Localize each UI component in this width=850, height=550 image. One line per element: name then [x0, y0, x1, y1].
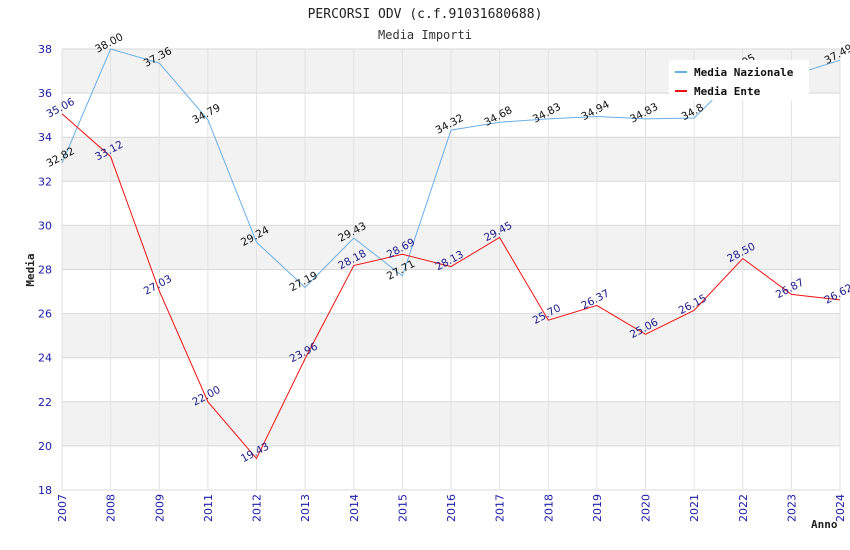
grid-lines	[61, 48, 841, 491]
y-axis-label: Media	[24, 253, 37, 286]
x-tick-label: 2023	[785, 494, 798, 522]
x-tick-label: 2022	[737, 494, 750, 522]
data-label: 34.68	[482, 104, 514, 129]
y-tick-label: 38	[38, 43, 52, 56]
x-tick-label: 2024	[834, 494, 847, 522]
chart-title: PERCORSI ODV (c.f.91031680688)	[308, 7, 543, 22]
y-tick-label: 26	[38, 308, 52, 321]
series-line	[61, 48, 841, 289]
legend: Media Nazionale Media Ente	[669, 60, 809, 100]
x-tick-label: 2009	[153, 494, 166, 522]
y-tick-label: 32	[38, 175, 52, 188]
data-label: 26.62	[823, 282, 850, 307]
x-axis-label: Anno	[811, 518, 838, 531]
y-tick-label: 20	[38, 440, 52, 453]
x-tick-label: 2013	[299, 494, 312, 522]
data-label: 26.37	[579, 287, 611, 312]
y-tick-label: 22	[38, 396, 52, 409]
x-tick-label: 2008	[105, 494, 118, 522]
data-label: 34.83	[628, 101, 660, 126]
legend-label: Media Nazionale	[694, 66, 794, 79]
x-tick-label: 2016	[445, 494, 458, 522]
y-tick-label: 30	[38, 219, 52, 232]
x-tick-label: 2017	[494, 494, 507, 522]
series-lines	[61, 48, 841, 460]
x-tick-label: 2012	[251, 494, 264, 522]
x-tick-label: 2020	[640, 494, 653, 522]
legend-box	[669, 60, 809, 100]
data-label: 26.87	[774, 276, 806, 301]
x-axis-ticks: 2007 2008 2009 2011 2012 2013 2014 2015 2016 2017…	[56, 494, 847, 522]
chart-subtitle: Media Importi	[378, 28, 472, 42]
y-tick-label: 36	[38, 87, 52, 100]
x-tick-label: 2007	[56, 494, 69, 522]
x-tick-label: 2021	[688, 494, 701, 522]
y-tick-label: 18	[38, 484, 52, 497]
y-axis-ticks: 18 20 22 24 26 28 30 32 34 36 38	[38, 43, 52, 497]
data-label: 34.83	[531, 101, 563, 126]
x-tick-label: 2014	[348, 494, 361, 522]
data-label: 27.19	[288, 269, 320, 294]
data-label: 27.03	[142, 273, 174, 298]
series-line	[61, 113, 841, 460]
x-tick-label: 2018	[542, 494, 555, 522]
x-tick-label: 2015	[396, 494, 409, 522]
x-tick-label: 2019	[591, 494, 604, 522]
y-tick-label: 34	[38, 131, 52, 144]
data-label: 34.8	[680, 102, 706, 124]
legend-label: Media Ente	[694, 85, 761, 98]
x-tick-label: 2011	[202, 494, 215, 522]
data-label: 34.94	[579, 98, 611, 123]
y-tick-label: 24	[38, 352, 52, 365]
y-tick-label: 28	[38, 264, 52, 277]
